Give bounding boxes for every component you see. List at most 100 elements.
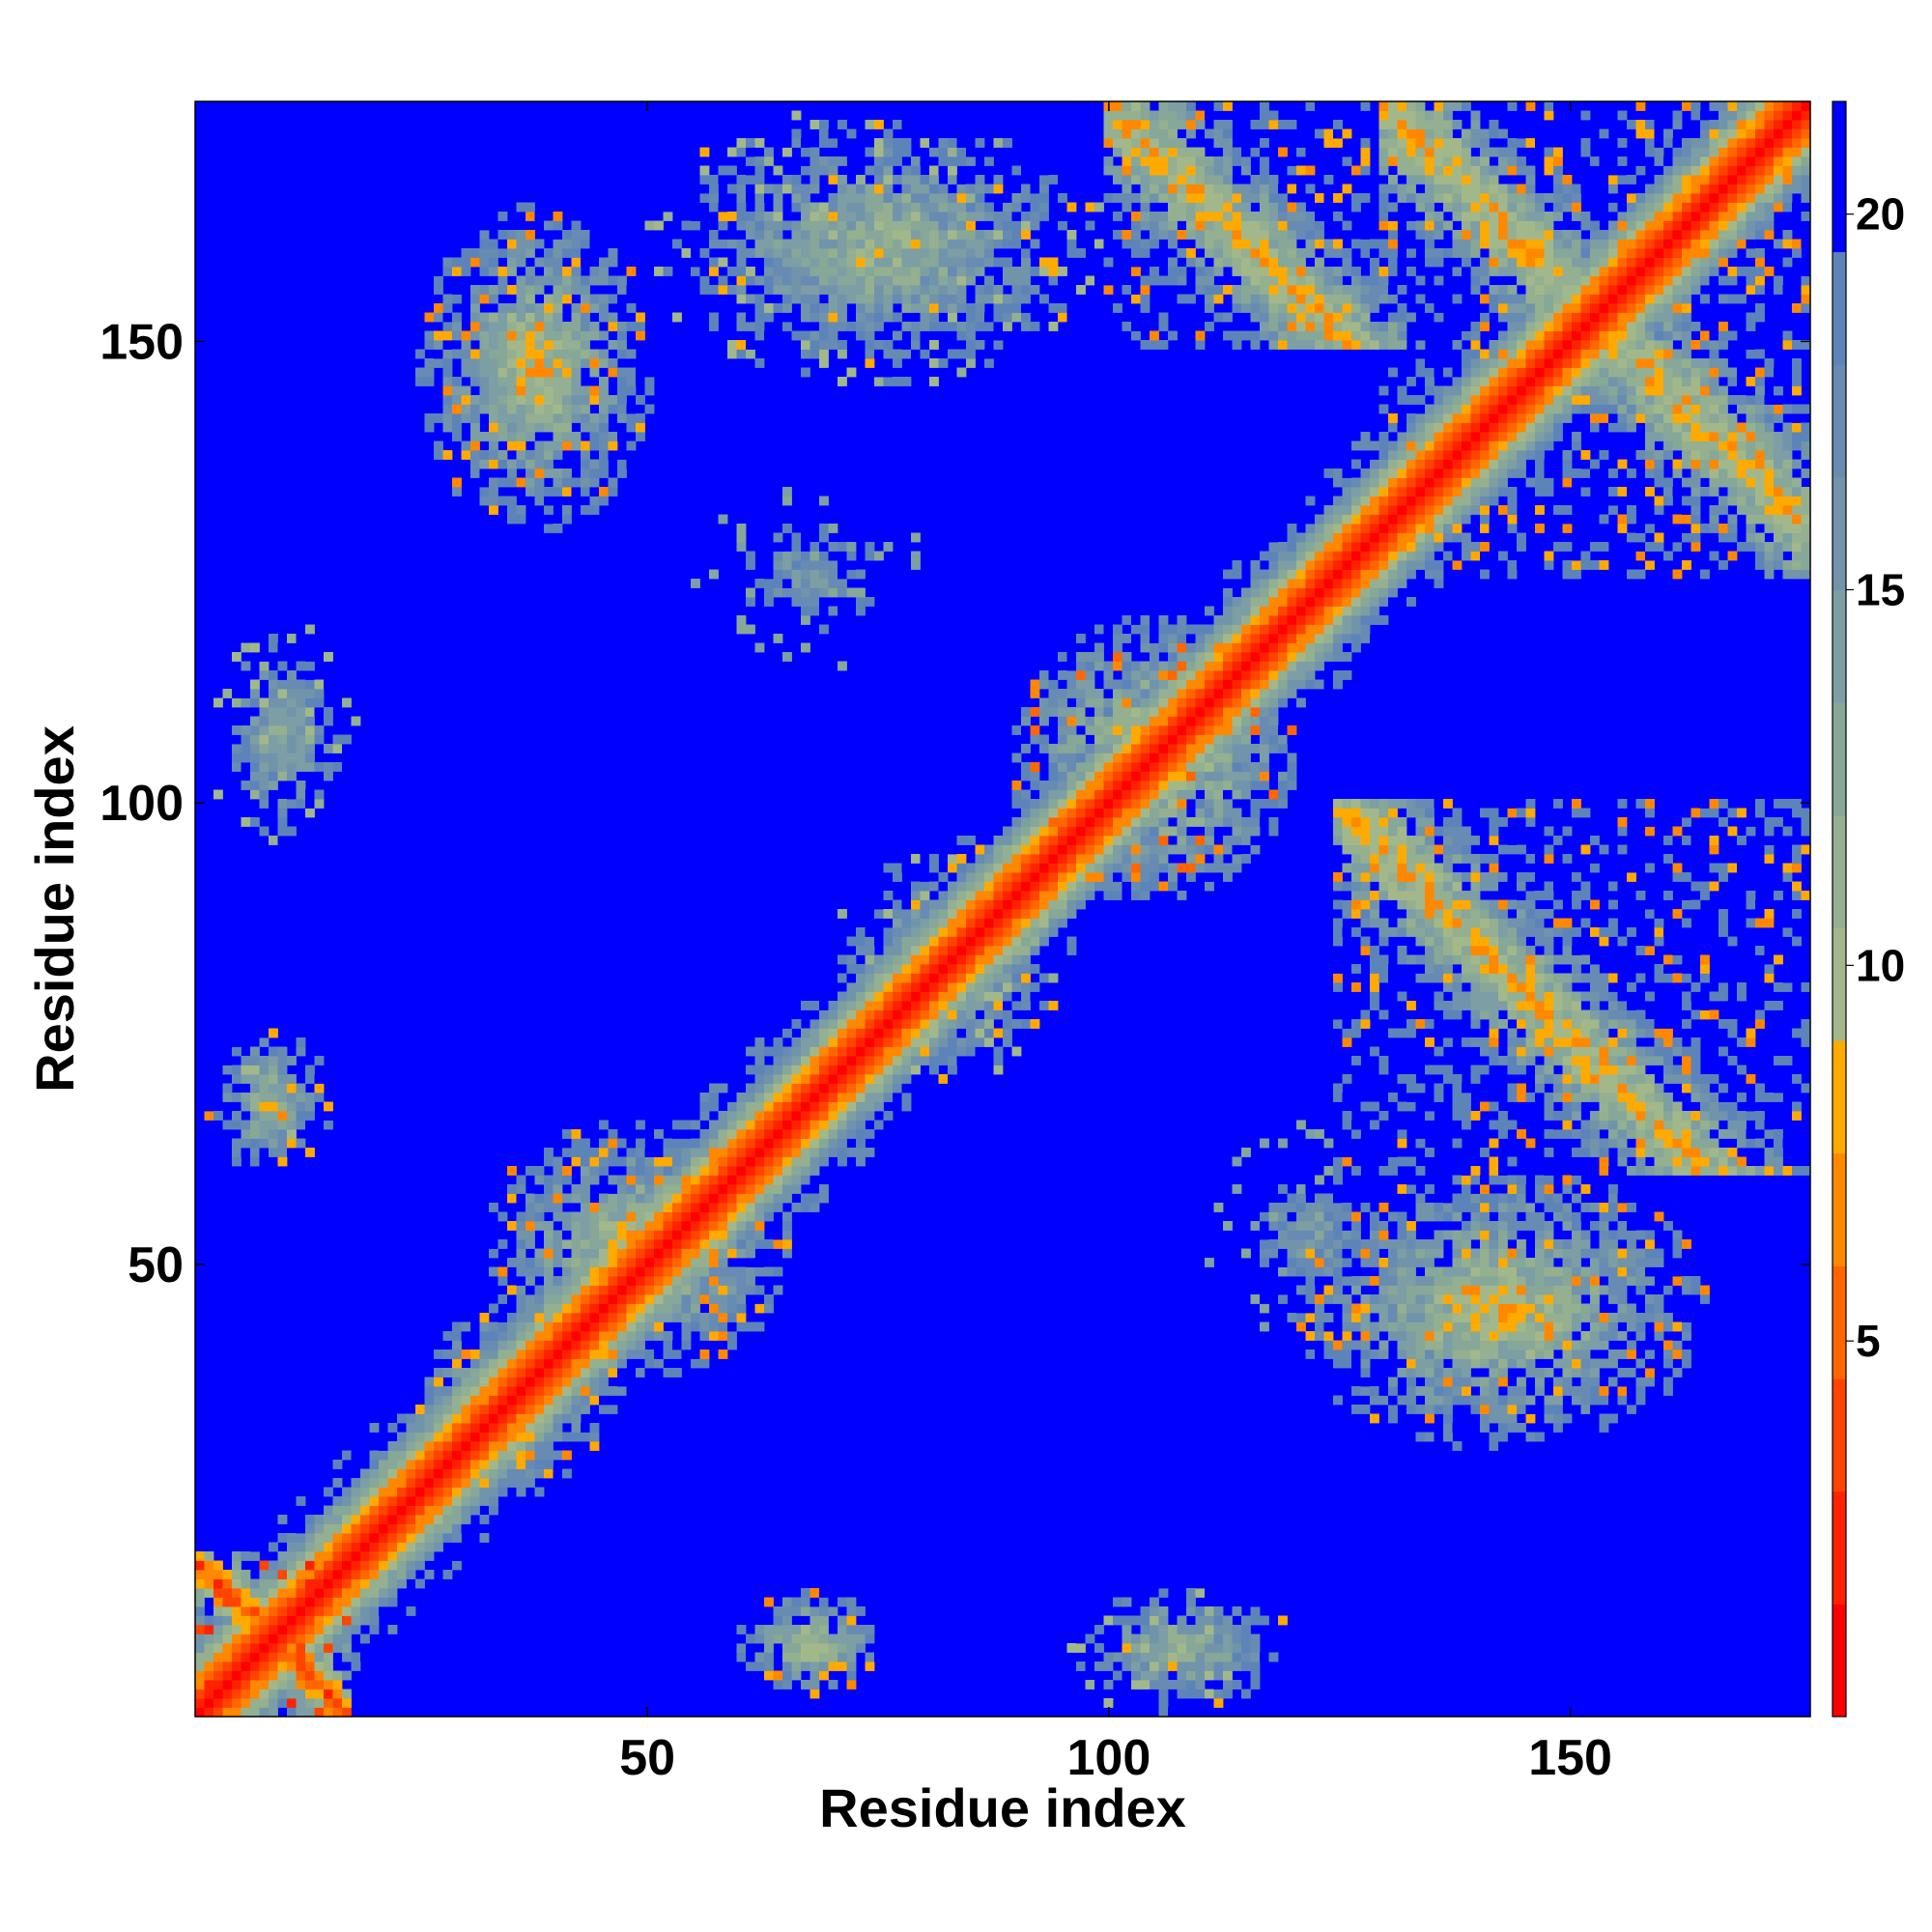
heatmap-cell bbox=[672, 1156, 682, 1167]
heatmap-cell bbox=[699, 1093, 710, 1102]
heatmap-cell bbox=[956, 863, 967, 873]
heatmap-cell bbox=[241, 753, 251, 763]
heatmap-cell bbox=[342, 1570, 352, 1579]
heatmap-cell bbox=[259, 1707, 270, 1718]
heatmap-cell bbox=[920, 312, 930, 323]
heatmap-cell bbox=[828, 1129, 838, 1139]
heatmap-cell bbox=[893, 267, 902, 276]
heatmap-cell bbox=[213, 1597, 223, 1607]
heatmap-cell bbox=[681, 1211, 692, 1222]
heatmap-cell bbox=[424, 1450, 435, 1461]
heatmap-cell bbox=[1030, 936, 1040, 947]
heatmap-cell bbox=[204, 1625, 214, 1634]
heatmap-cell bbox=[581, 1350, 590, 1359]
heatmap-cell bbox=[929, 1083, 939, 1094]
heatmap-cell bbox=[956, 927, 967, 937]
heatmap-cell bbox=[956, 377, 967, 386]
heatmap-cell bbox=[553, 267, 563, 276]
heatmap-cell bbox=[1122, 716, 1132, 726]
heatmap-cell bbox=[636, 1120, 645, 1130]
heatmap-cell bbox=[644, 1148, 655, 1157]
heatmap-cell bbox=[526, 1303, 535, 1314]
heatmap-cell bbox=[644, 1331, 655, 1341]
heatmap-cell bbox=[1213, 716, 1224, 726]
heatmap-cell bbox=[1113, 642, 1122, 653]
heatmap-cell bbox=[434, 1496, 443, 1506]
heatmap-cell bbox=[681, 1321, 692, 1332]
heatmap-cell bbox=[975, 230, 985, 240]
heatmap-cell bbox=[581, 1203, 590, 1212]
heatmap-cell bbox=[351, 1450, 361, 1461]
heatmap-cell bbox=[259, 1166, 270, 1176]
heatmap-cell bbox=[1195, 1680, 1206, 1690]
heatmap-cell bbox=[1131, 716, 1141, 726]
heatmap-cell bbox=[681, 1331, 692, 1341]
heatmap-cell bbox=[1113, 707, 1122, 717]
heatmap-cell bbox=[920, 212, 930, 221]
heatmap-cell bbox=[691, 1175, 700, 1185]
heatmap-cell bbox=[874, 936, 884, 947]
heatmap-cell bbox=[1168, 1707, 1178, 1718]
heatmap-cell bbox=[636, 1230, 645, 1240]
heatmap-cell bbox=[938, 964, 949, 974]
heatmap-cell bbox=[929, 184, 939, 194]
heatmap-cell bbox=[718, 1258, 728, 1267]
heatmap-cell bbox=[791, 248, 802, 258]
heatmap-cell bbox=[1003, 826, 1012, 837]
heatmap-cell bbox=[213, 697, 223, 708]
heatmap-cell bbox=[1066, 652, 1077, 662]
heatmap-cell bbox=[571, 1413, 582, 1424]
heatmap-cell bbox=[424, 422, 435, 433]
heatmap-cell bbox=[920, 340, 930, 350]
heatmap-cell bbox=[562, 1258, 572, 1267]
heatmap-cell bbox=[644, 1285, 655, 1295]
heatmap-cell bbox=[956, 202, 967, 213]
heatmap-cell bbox=[1066, 239, 1077, 249]
heatmap-cell bbox=[296, 1670, 306, 1681]
heatmap-cell bbox=[699, 193, 710, 203]
heatmap-cell bbox=[553, 1405, 563, 1414]
heatmap-cell bbox=[222, 1597, 233, 1607]
heatmap-cell bbox=[553, 1321, 563, 1332]
heatmap-cell bbox=[663, 1193, 673, 1204]
heatmap-cell bbox=[589, 440, 600, 451]
heatmap-cell bbox=[1140, 863, 1151, 873]
heatmap-cell bbox=[1131, 1680, 1141, 1690]
heatmap-cell bbox=[442, 1450, 453, 1461]
heatmap-cell bbox=[1039, 836, 1049, 845]
heatmap-cell bbox=[470, 395, 480, 405]
heatmap-cell bbox=[553, 349, 563, 359]
heatmap-cell bbox=[901, 220, 912, 231]
heatmap-cell bbox=[1150, 652, 1159, 662]
heatmap-cell bbox=[526, 395, 535, 405]
heatmap-cell bbox=[424, 367, 435, 378]
heatmap-cell bbox=[838, 285, 847, 295]
heatmap-cell bbox=[1039, 808, 1049, 818]
heatmap-cell bbox=[727, 1276, 737, 1286]
heatmap-cell bbox=[1205, 716, 1214, 726]
heatmap-cell bbox=[1158, 147, 1169, 157]
heatmap-cell bbox=[277, 826, 288, 837]
heatmap-cell bbox=[397, 1560, 407, 1571]
heatmap-cell bbox=[838, 248, 847, 258]
heatmap-cell bbox=[1186, 1680, 1196, 1690]
heatmap-cell bbox=[277, 725, 288, 735]
heatmap-cell bbox=[764, 330, 774, 341]
heatmap-cell bbox=[1205, 1643, 1214, 1653]
heatmap-cell bbox=[452, 377, 462, 386]
heatmap-cell bbox=[856, 1065, 866, 1075]
heatmap-cell bbox=[773, 579, 783, 588]
heatmap-cell bbox=[516, 1175, 526, 1185]
heatmap-cell bbox=[479, 1340, 490, 1350]
heatmap-cell bbox=[489, 330, 498, 341]
heatmap-cell bbox=[213, 1698, 223, 1708]
heatmap-cell bbox=[379, 1606, 388, 1616]
heatmap-cell bbox=[387, 1496, 398, 1506]
heatmap-cell bbox=[1131, 294, 1141, 304]
heatmap-cell bbox=[736, 1221, 747, 1231]
heatmap-cell bbox=[589, 459, 600, 469]
heatmap-cell bbox=[342, 697, 352, 708]
heatmap-cell bbox=[599, 358, 609, 368]
heatmap-cell bbox=[865, 193, 875, 203]
heatmap-cell bbox=[948, 973, 957, 983]
